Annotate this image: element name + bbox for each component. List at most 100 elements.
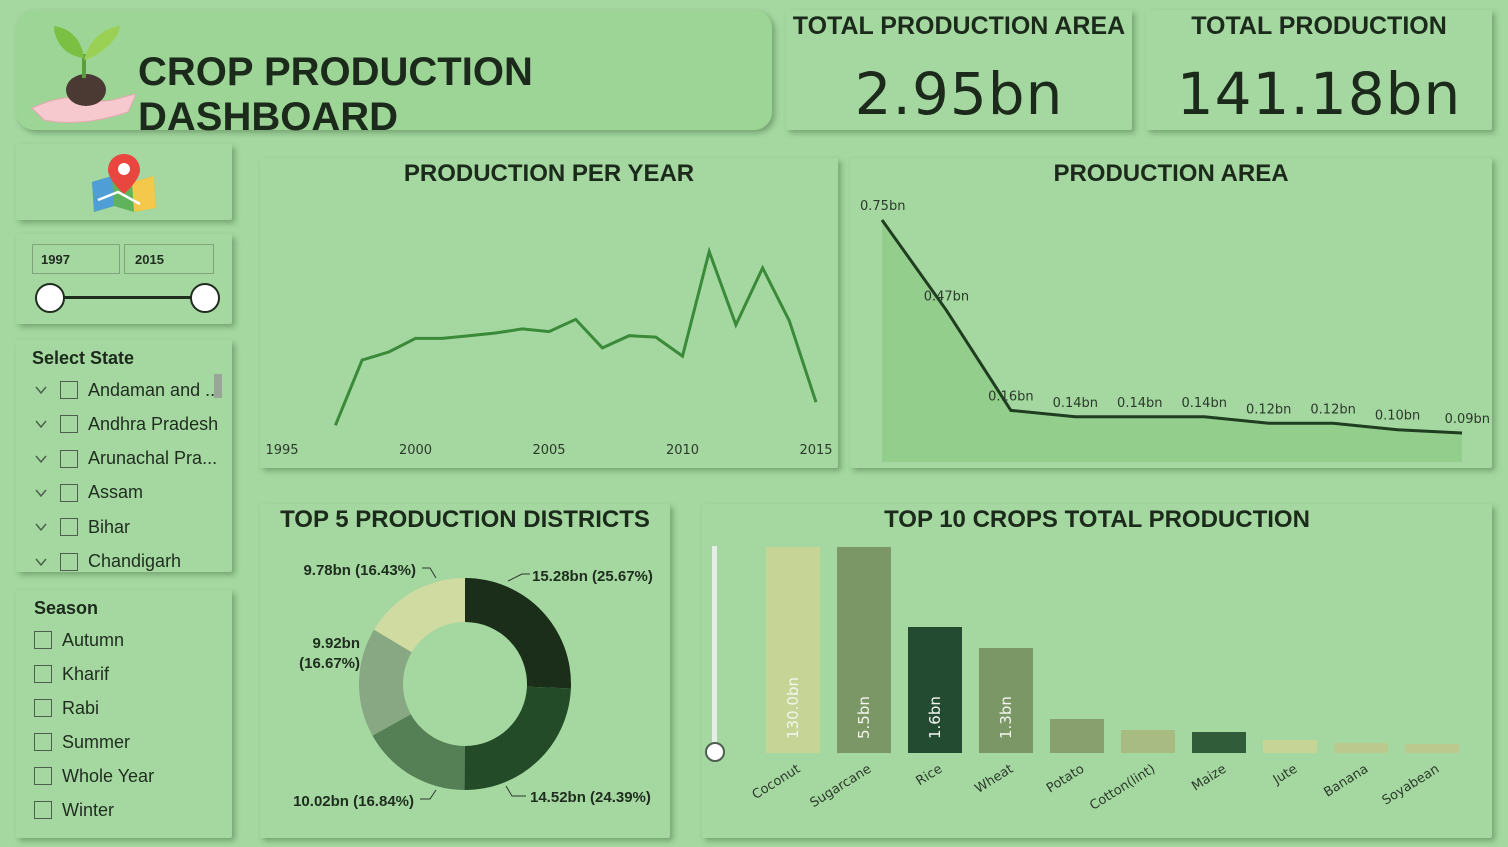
- year-start-input[interactable]: 1997: [32, 244, 120, 274]
- bar-data-label: 5.5bn: [855, 696, 873, 739]
- season-label: Kharif: [62, 663, 110, 684]
- crop-bar[interactable]: [1192, 732, 1246, 753]
- chart-title: PRODUCTION AREA: [1053, 160, 1289, 187]
- state-item[interactable]: Andaman and ...: [34, 378, 220, 402]
- donut-data-label: 9.92bn: [312, 635, 360, 652]
- zoom-scrollbar[interactable]: [712, 546, 717, 752]
- production-per-year-chart: 1995 2000 2005 2010 2015: [265, 246, 833, 458]
- donut-data-label: 10.02bn (16.84%): [293, 793, 414, 810]
- checkbox[interactable]: [34, 631, 52, 649]
- donut-slice[interactable]: [373, 578, 465, 653]
- checkbox[interactable]: [60, 518, 78, 537]
- state-item[interactable]: Assam: [34, 481, 143, 505]
- season-item[interactable]: Kharif: [34, 662, 109, 686]
- crop-bar[interactable]: [1121, 730, 1175, 753]
- area-data-label: 0.12bn: [1310, 402, 1355, 417]
- crop-bar[interactable]: [837, 547, 891, 753]
- state-item[interactable]: Arunachal Pra...: [34, 447, 217, 471]
- chevron-down-icon[interactable]: [34, 452, 48, 466]
- production-area-card: PRODUCTION AREA 0.75bn 0.47bn 0.16bn 0.14bn…: [850, 158, 1492, 468]
- year-start-value: 1997: [41, 251, 70, 267]
- slider-handle-start[interactable]: [35, 283, 65, 313]
- bar-data-label: 1.3bn: [997, 696, 1015, 739]
- checkbox[interactable]: [60, 415, 78, 434]
- top-districts-donut-chart: 15.28bn (25.67%) 14.52bn (24.39%) 10.02bn …: [293, 562, 653, 810]
- year-end-value: 2015: [135, 251, 164, 267]
- slider-handle-end[interactable]: [190, 283, 220, 313]
- kpi-card-production-area: TOTAL PRODUCTION AREA 2.95bn: [786, 10, 1132, 130]
- x-tick-label: Coconut: [750, 762, 804, 803]
- season-slicer-title: Season: [34, 598, 99, 618]
- donut-slice[interactable]: [465, 578, 571, 689]
- season-item[interactable]: Autumn: [34, 628, 124, 652]
- chevron-down-icon[interactable]: [34, 520, 48, 534]
- state-list: Andaman and ... Andhra Pradesh Arunachal P…: [34, 376, 224, 572]
- season-item[interactable]: Whole Year: [34, 764, 154, 788]
- slider-track[interactable]: [50, 296, 206, 299]
- x-tick-label: Maize: [1189, 762, 1229, 795]
- checkbox[interactable]: [34, 801, 52, 819]
- x-tick-label: Soyabean: [1380, 762, 1443, 809]
- bar-data-label: 1.6bn: [926, 696, 944, 739]
- area-series-line[interactable]: [880, 219, 1463, 435]
- map-card[interactable]: [16, 144, 232, 220]
- chevron-down-icon[interactable]: [34, 486, 48, 500]
- crop-bar[interactable]: [766, 547, 820, 753]
- season-item[interactable]: Summer: [34, 730, 130, 754]
- state-label: Arunachal Pra...: [88, 448, 218, 469]
- leader-line: [420, 789, 437, 800]
- area-data-label: 0.14bn: [1053, 396, 1098, 411]
- donut-slice[interactable]: [372, 714, 465, 790]
- season-label: Summer: [62, 731, 131, 752]
- checkbox[interactable]: [34, 733, 52, 751]
- map-pin-icon: [92, 154, 156, 212]
- production-area-chart: 0.75bn 0.47bn 0.16bn 0.14bn 0.14bn 0.14bn 0.12…: [860, 199, 1490, 462]
- state-item[interactable]: Andhra Pradesh: [34, 412, 218, 436]
- area-data-label: 0.47bn: [924, 289, 969, 304]
- chart-title: TOP 5 PRODUCTION DISTRICTS: [280, 506, 650, 533]
- x-tick-label: 2000: [399, 443, 432, 458]
- checkbox[interactable]: [34, 665, 52, 683]
- state-item[interactable]: Chandigarh: [34, 550, 181, 573]
- checkbox[interactable]: [60, 449, 78, 468]
- year-end-input[interactable]: 2015: [124, 244, 214, 274]
- chevron-down-icon[interactable]: [34, 417, 48, 431]
- checkbox[interactable]: [34, 767, 52, 785]
- state-label: Andaman and ...: [88, 379, 221, 400]
- leader-line: [422, 567, 437, 579]
- season-label: Whole Year: [62, 765, 155, 786]
- crop-bar[interactable]: [1263, 740, 1317, 753]
- area-data-label: 0.14bn: [1117, 396, 1162, 411]
- checkbox[interactable]: [60, 483, 78, 502]
- x-tick-label: Wheat: [972, 762, 1016, 797]
- zoom-slider-handle[interactable]: [705, 742, 725, 762]
- season-item[interactable]: Winter: [34, 798, 114, 822]
- season-label: Winter: [62, 799, 115, 820]
- checkbox[interactable]: [60, 381, 78, 399]
- season-item[interactable]: Rabi: [34, 696, 99, 720]
- area-data-label: 0.16bn: [988, 389, 1033, 404]
- chevron-down-icon[interactable]: [34, 555, 48, 569]
- crop-bar[interactable]: [1050, 719, 1104, 753]
- x-tick-label: Sugarcane: [808, 762, 875, 811]
- crop-bar[interactable]: [1334, 743, 1388, 753]
- donut-slice[interactable]: [464, 686, 571, 790]
- state-scrollbar[interactable]: [214, 374, 222, 398]
- state-item[interactable]: Bihar: [34, 515, 130, 539]
- year-range-slicer: 1997 2015: [16, 234, 232, 324]
- dashboard-title: CROP PRODUCTION DASHBOARD: [138, 50, 533, 139]
- production-per-year-card: PRODUCTION PER YEAR 1995 2000 2005 2010 2015: [260, 158, 838, 468]
- donut-slice[interactable]: [359, 629, 412, 736]
- top-districts-card: TOP 5 PRODUCTION DISTRICTS 15.28bn (25.6…: [260, 504, 670, 838]
- crop-bar[interactable]: [908, 627, 962, 753]
- kpi-label: TOTAL PRODUCTION: [1191, 12, 1447, 40]
- production-series-line[interactable]: [334, 246, 818, 426]
- chevron-down-icon[interactable]: [34, 383, 48, 397]
- checkbox[interactable]: [34, 699, 52, 717]
- checkbox[interactable]: [60, 552, 78, 571]
- area-data-label: 0.75bn: [860, 199, 905, 214]
- state-slicer-title: Select State: [32, 348, 135, 368]
- crop-bar[interactable]: [1405, 744, 1459, 753]
- crop-bar[interactable]: [979, 648, 1033, 753]
- donut-data-label: 14.52bn (24.39%): [530, 789, 651, 806]
